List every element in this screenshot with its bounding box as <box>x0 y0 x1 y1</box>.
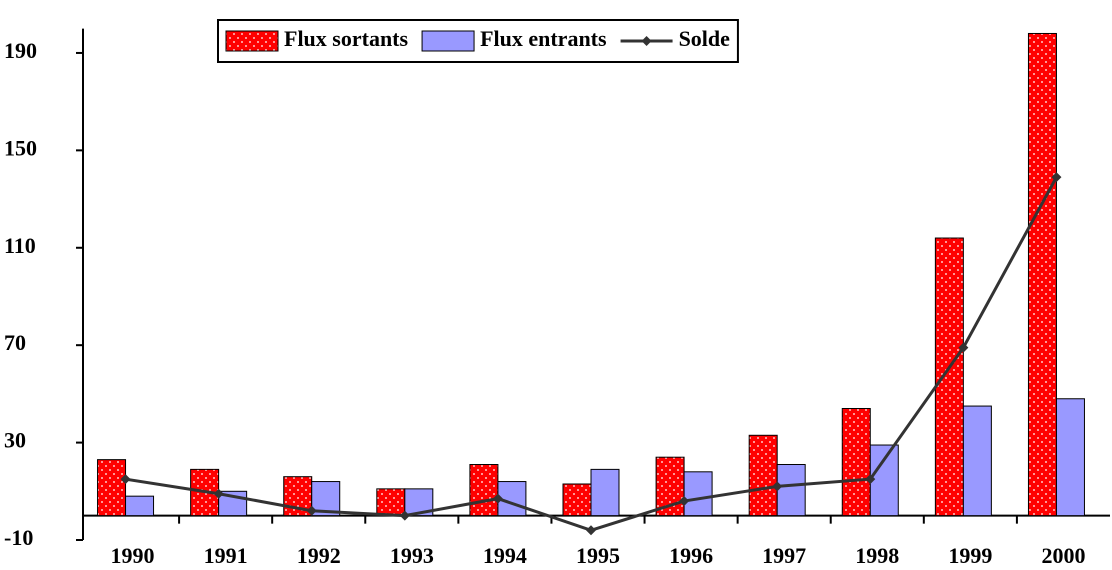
line-marker <box>958 342 969 353</box>
line-marker <box>586 525 596 536</box>
line-marker <box>492 493 503 504</box>
y-tick-label: 70 <box>4 330 26 355</box>
y-tick-label: 190 <box>4 38 37 63</box>
line-marker <box>399 510 410 521</box>
legend-marker <box>641 36 652 46</box>
y-tick-label: 110 <box>4 233 36 258</box>
x-tick-label: 2000 <box>1041 543 1085 568</box>
bar <box>841 407 871 517</box>
line-marker <box>772 481 783 492</box>
bar <box>962 405 992 517</box>
legend-swatch <box>421 30 475 52</box>
bar <box>562 483 592 517</box>
bar <box>376 488 406 517</box>
bar <box>934 237 964 517</box>
legend: Flux sortants Flux entrants Solde <box>217 19 739 63</box>
x-tick-label: 1993 <box>390 543 434 568</box>
line-marker <box>120 474 131 485</box>
legend-label: Solde <box>679 26 731 51</box>
x-tick-label: 1998 <box>855 543 899 568</box>
x-tick-label: 1997 <box>762 543 806 568</box>
bar <box>590 468 620 517</box>
x-tick-label: 1995 <box>576 543 620 568</box>
bar <box>1055 398 1085 517</box>
legend-swatch <box>225 30 279 52</box>
x-tick-label: 1994 <box>483 543 527 568</box>
line-marker <box>679 496 690 507</box>
legend-label: Flux sortants <box>284 26 409 51</box>
x-tick-label: 1996 <box>669 543 713 568</box>
x-tick-label: 1991 <box>204 543 248 568</box>
bar <box>125 495 155 517</box>
legend-label: Flux entrants <box>480 26 607 51</box>
line-marker <box>865 474 876 485</box>
bar <box>683 471 713 517</box>
x-tick-label: 1990 <box>111 543 155 568</box>
x-tick-label: 1992 <box>297 543 341 568</box>
bar <box>748 434 778 517</box>
line-marker <box>213 488 224 499</box>
bar <box>776 464 806 517</box>
y-tick-label: 30 <box>4 428 26 453</box>
bar <box>869 444 899 517</box>
x-tick-label: 1999 <box>948 543 992 568</box>
bar <box>1027 32 1057 517</box>
bar <box>469 464 499 517</box>
line-marker <box>1051 172 1062 183</box>
y-tick-label: -10 <box>4 525 33 550</box>
bar <box>97 459 127 517</box>
y-tick-label: 150 <box>4 135 37 160</box>
line-marker <box>306 505 317 516</box>
